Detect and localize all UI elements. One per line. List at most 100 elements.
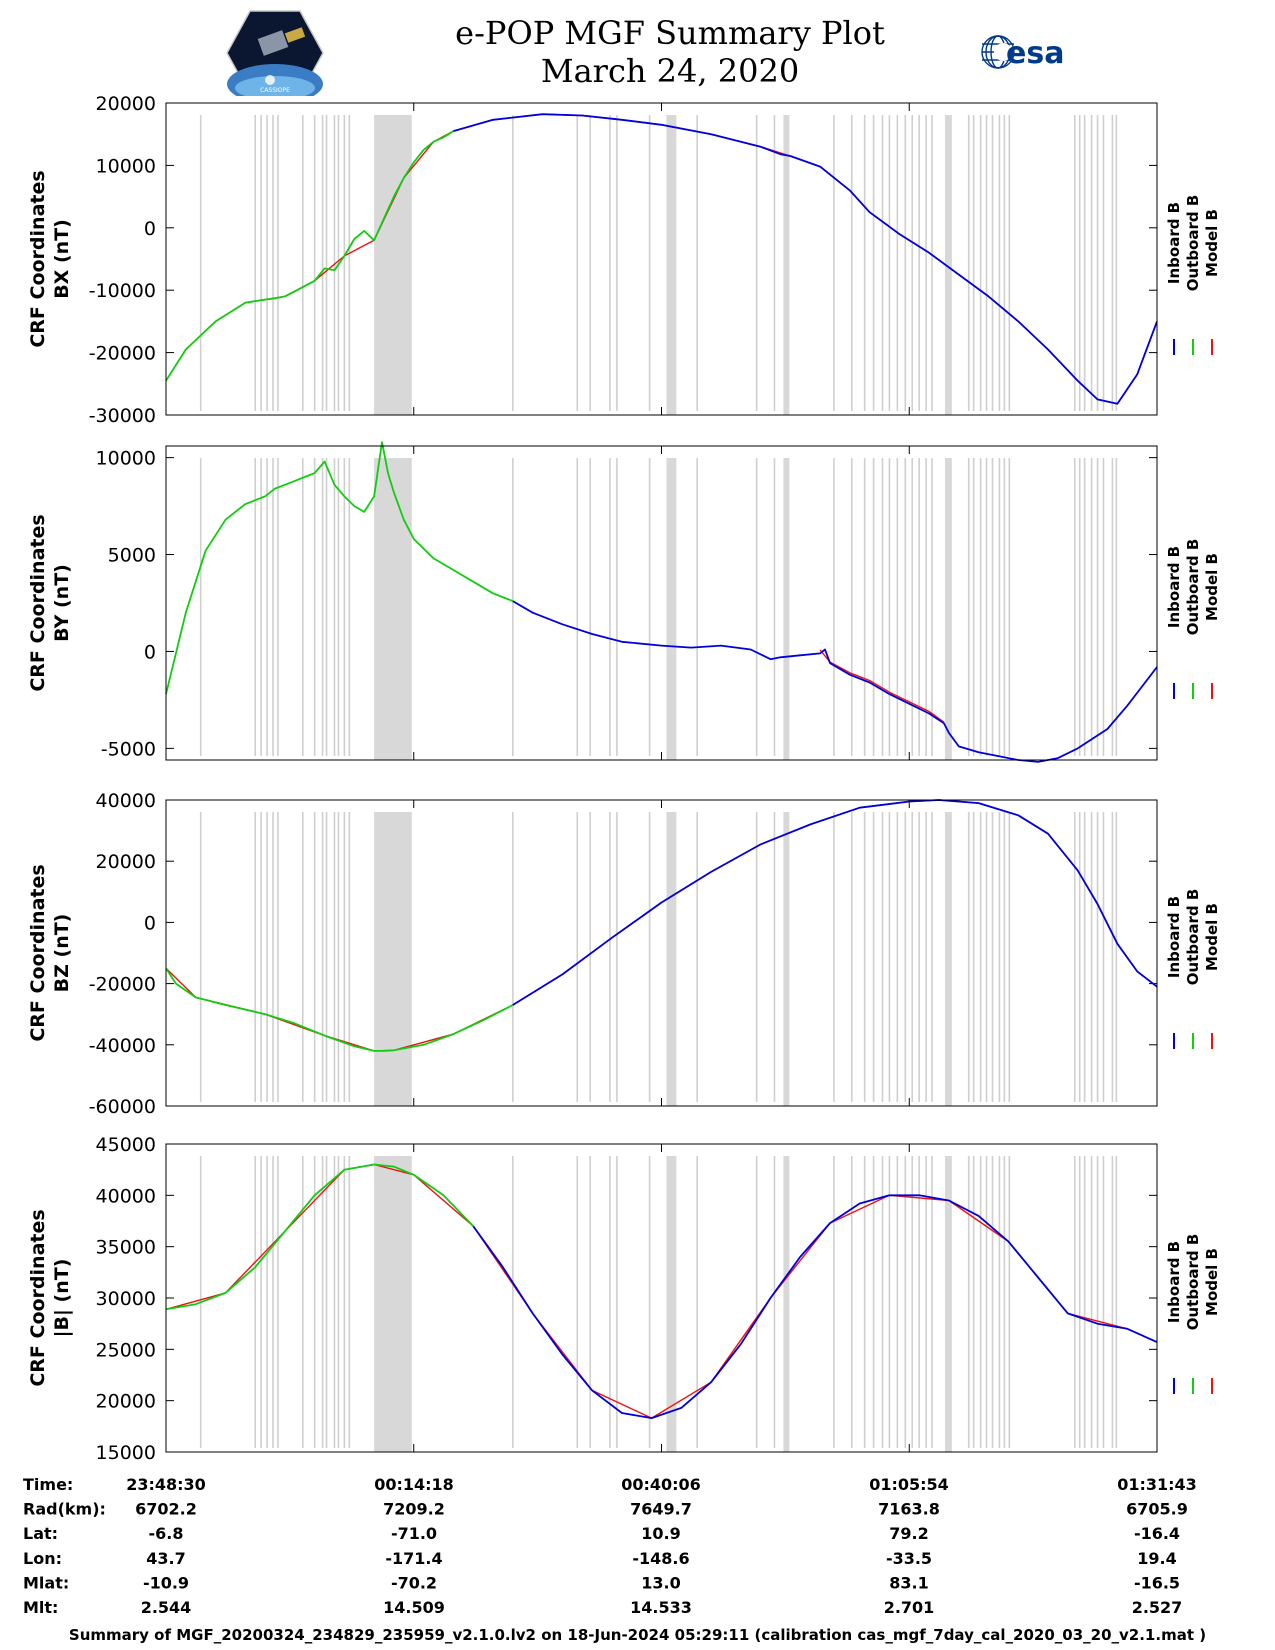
gap-band (783, 812, 790, 1106)
y-tick-label: 45000 (96, 1134, 156, 1156)
gap-band (944, 812, 952, 1106)
orbit-row-label: Lat: (23, 1524, 58, 1543)
y-tick-label: 20000 (96, 851, 156, 873)
legend-label: Outboard B (1184, 195, 1202, 292)
gap-band (666, 458, 677, 760)
orbit-cell: -10.9 (143, 1573, 189, 1592)
orbit-cell: -71.0 (391, 1524, 437, 1543)
panel-bz: 40000 20000 0 -20000 -40000 -60000 CRF Coordin… (27, 790, 1221, 1118)
y-tick-label: -5000 (101, 738, 156, 760)
orbit-cell: 00:14:18 (374, 1475, 454, 1494)
legend-label: Inboard B (1165, 202, 1183, 284)
legend-label: Outboard B (1184, 1234, 1202, 1331)
panel-by: 10000 5000 0 -5000 CRF Coordinates BY (nT) Inb… (27, 441, 1221, 763)
y-axis-label-line1: CRF Coordinates (27, 514, 49, 691)
y-tick-label: -20000 (89, 343, 156, 365)
y-axis-label: CRF Coordinates BY (nT) (27, 514, 73, 691)
orbit-cell: 01:05:54 (869, 1475, 949, 1494)
orbit-cell: 43.7 (146, 1549, 185, 1568)
gap-band (944, 458, 952, 760)
y-tick-label: 0 (144, 641, 156, 663)
plot-title: e-POP MGF Summary Plot (455, 14, 885, 52)
y-tick-label: -10000 (89, 280, 156, 302)
esa-logo-text: esa (1006, 36, 1064, 71)
y-tick-label: 10000 (96, 448, 156, 470)
gap-band (666, 1156, 677, 1452)
orbit-cell: 2.701 (884, 1598, 935, 1617)
plot-date: March 24, 2020 (540, 52, 800, 90)
orbit-cell: 7163.8 (878, 1500, 940, 1519)
y-axis-label-line1: CRF Coordinates (27, 1209, 49, 1386)
y-tick-label: 20000 (96, 93, 156, 115)
legend-label: Model B (1203, 1248, 1221, 1316)
y-tick-label: -30000 (89, 405, 156, 427)
y-tick-label: 5000 (108, 545, 156, 567)
y-tick-label: 10000 (96, 155, 156, 177)
gap-band (783, 458, 790, 760)
y-axis-label-line2: |B| (nT) (51, 1259, 73, 1338)
panel-bx: 20000 10000 0 -10000 -20000 -30000 CRF Coordin… (27, 93, 1221, 427)
gap-band (783, 115, 790, 415)
orbit-cell: -171.4 (385, 1549, 442, 1568)
orbit-cell: 10.9 (641, 1524, 680, 1543)
series-line-outboard-b (165, 441, 514, 695)
legend-label: Inboard B (1165, 546, 1183, 628)
y-tick-label: -60000 (89, 1096, 156, 1118)
gap-band (374, 115, 412, 415)
orbit-cell: 6702.2 (135, 1500, 197, 1519)
orbit-row-label: Rad(km): (23, 1500, 106, 1519)
gap-band (374, 812, 412, 1106)
y-axis-label: CRF Coordinates |B| (nT) (27, 1209, 73, 1386)
series-line-inboard-b (453, 113, 1158, 405)
orbit-cell: 13.0 (641, 1573, 680, 1592)
y-tick-label: 40000 (96, 790, 156, 812)
orbit-cell: -6.8 (149, 1524, 184, 1543)
y-tick-label: 25000 (96, 1339, 156, 1361)
orbit-cell: 19.4 (1137, 1549, 1176, 1568)
y-tick-label: 0 (144, 912, 156, 934)
y-tick-label: 0 (144, 218, 156, 240)
gap-band (666, 115, 677, 415)
y-tick-label: 35000 (96, 1237, 156, 1259)
orbit-cell: 14.533 (630, 1598, 692, 1617)
axes-frame (165, 445, 1158, 761)
y-tick-label: -40000 (89, 1035, 156, 1057)
legend-label: Model B (1203, 553, 1221, 621)
orbit-row-label: Mlat: (23, 1573, 69, 1592)
legend-label: Model B (1203, 209, 1221, 277)
y-tick-label: 30000 (96, 1288, 156, 1310)
orbit-cell: 2.544 (141, 1598, 192, 1617)
gap-band (374, 1156, 412, 1452)
orbit-cell: 14.509 (383, 1598, 445, 1617)
cassiope-logo-text: CASSIOPE (260, 87, 290, 94)
orbit-cell: 79.2 (889, 1524, 928, 1543)
footer-caption: Summary of MGF_20200324_234829_235959_v2… (68, 1626, 1207, 1644)
y-axis-label-line2: BY (nT) (51, 564, 73, 642)
orbit-row-label: Lon: (23, 1549, 62, 1568)
orbit-cell: -70.2 (391, 1573, 437, 1592)
orbit-cell: 2.527 (1132, 1598, 1183, 1617)
orbit-cell: 23:48:30 (126, 1475, 206, 1494)
series-line-inboard-b (472, 1194, 1158, 1419)
series-line-outboard-b (165, 130, 454, 382)
axes-frame (165, 102, 1158, 416)
orbit-table: Time: Rad(km): Lat: Lon: Mlat: Mlt: 23:48:30 67… (23, 1475, 1197, 1617)
gap-band (374, 458, 412, 760)
legend-label: Inboard B (1165, 1241, 1183, 1323)
series-line-outboard-b (165, 967, 514, 1052)
esa-logo: esa (981, 35, 1064, 71)
orbit-cell: 6705.9 (1126, 1500, 1188, 1519)
gap-band (944, 1156, 952, 1452)
series-line-outboard-b (165, 1163, 474, 1311)
series-line-inboard-b (512, 799, 1158, 1006)
orbit-cell: -33.5 (886, 1549, 932, 1568)
y-tick-label: 15000 (96, 1442, 156, 1464)
panel-bmag: 45000 40000 35000 30000 25000 20000 15000 CRF C… (27, 1134, 1221, 1464)
legend-label: Outboard B (1184, 889, 1202, 986)
orbit-row-label: Time: (23, 1475, 73, 1494)
y-axis-label-line1: CRF Coordinates (27, 170, 49, 347)
series-line-inboard-b (512, 600, 1158, 763)
gap-band (783, 1156, 790, 1452)
y-axis-label-line2: BZ (nT) (51, 914, 73, 993)
